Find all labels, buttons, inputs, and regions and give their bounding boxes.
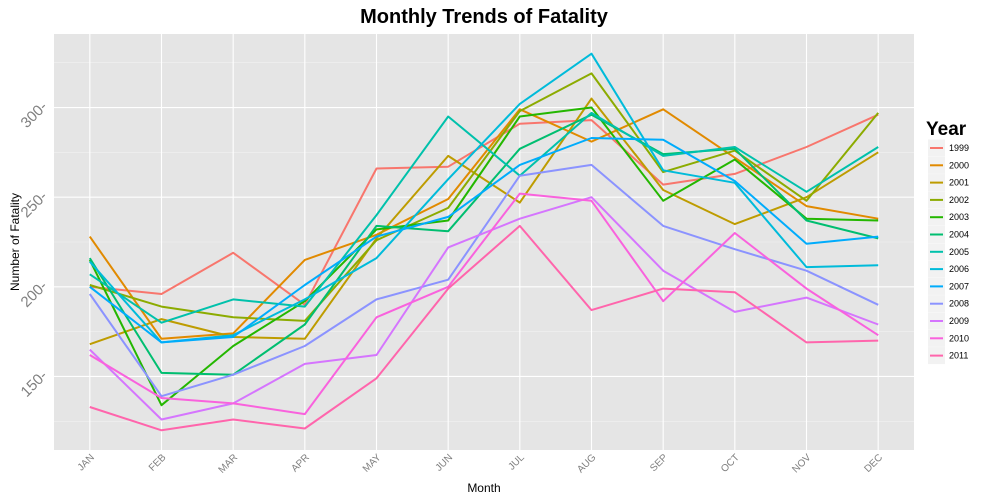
series-line-2005: [89, 111, 879, 324]
x-axis-ticks: JAN FEB MAR APR MAY JUN JUL AUG SEP OCT NOV DEC: [76, 452, 885, 476]
x-axis-title: Month: [467, 481, 500, 495]
series-lines: [88, 52, 879, 432]
x-tick-label: DEC: [862, 452, 885, 475]
x-tick-label: NOV: [790, 452, 813, 475]
series-line-2002: [89, 72, 879, 322]
legend-label-2006: 2006: [949, 264, 969, 274]
series-line-2009: [89, 196, 879, 421]
series-line-2008: [88, 163, 879, 398]
x-tick-label: SEP: [648, 452, 670, 474]
grid-minor: [54, 62, 914, 422]
x-tick-label: JUN: [434, 452, 456, 474]
series-line-2007: [89, 137, 879, 344]
y-axis-ticks: 150- 200- 250- 300-: [18, 98, 51, 400]
legend-label-2009: 2009: [949, 316, 969, 326]
x-tick-label: OCT: [719, 452, 742, 475]
x-tick-label: MAY: [361, 452, 384, 475]
x-tick-label: JUL: [506, 452, 527, 473]
legend-label-2007: 2007: [949, 281, 969, 291]
y-tick-label: 150-: [18, 367, 51, 400]
legend-label-1999: 1999: [949, 143, 969, 153]
series-line-2011: [89, 224, 879, 432]
series-line-2003: [88, 106, 879, 407]
chart-title: Monthly Trends of Fatality: [360, 6, 609, 28]
y-axis-title: Number of Fatality: [8, 193, 22, 291]
legend-label-2005: 2005: [949, 247, 969, 257]
grid-major: [54, 34, 914, 450]
legend-label-2011: 2011: [949, 351, 968, 361]
x-tick-label: AUG: [575, 452, 598, 475]
legend-label-2004: 2004: [949, 230, 969, 240]
legend-label-2010: 2010: [949, 333, 969, 343]
x-tick-label: APR: [290, 452, 312, 474]
x-tick-label: MAR: [217, 452, 241, 476]
legend-title: Year: [926, 119, 967, 140]
y-tick-label: 200-: [18, 278, 51, 311]
legend-label-2001: 2001: [949, 178, 969, 188]
y-tick-label: 250-: [18, 188, 51, 221]
legend-items: 1999 2000 2001 2002 2003 2004 2005 2006 2007 2008…: [928, 139, 969, 365]
legend: Year 1999 2000 2001 2002 2003 2004 2005 2006 200…: [926, 119, 969, 365]
series-line-2001: [89, 97, 879, 346]
y-tick-label: 300-: [18, 98, 51, 131]
series-line-2010: [89, 192, 879, 416]
legend-label-2008: 2008: [949, 299, 969, 309]
x-tick-label: FEB: [147, 452, 169, 474]
legend-label-2002: 2002: [949, 195, 969, 205]
legend-label-2000: 2000: [949, 160, 969, 170]
series-line-2006: [89, 52, 879, 344]
legend-label-2003: 2003: [949, 212, 969, 222]
x-tick-label: JAN: [76, 452, 97, 473]
